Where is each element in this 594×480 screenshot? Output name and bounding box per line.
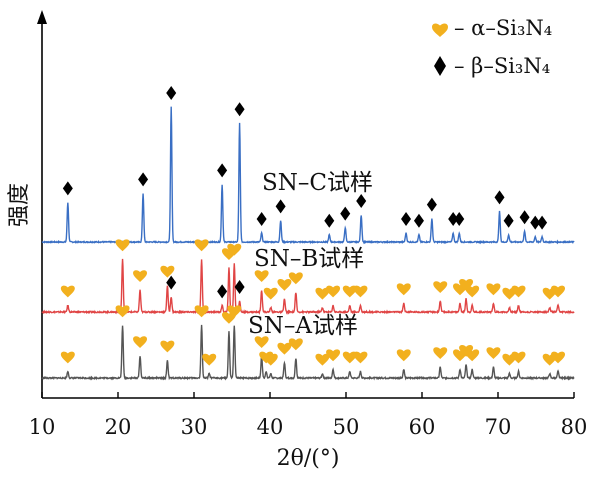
axes: 10 20 30 40 50 60 70 80 2θ/(°) 强度 xyxy=(7,10,587,471)
beta-marker-icon xyxy=(340,206,351,221)
alpha-marker-icon xyxy=(115,305,130,318)
alpha-marker-icon xyxy=(396,349,411,362)
beta-marker-icon xyxy=(217,163,228,178)
alpha-marker-icon xyxy=(254,336,269,348)
alpha-marker-icon xyxy=(326,349,341,362)
beta-marker-icon xyxy=(234,102,245,117)
alpha-marker-icon xyxy=(254,270,269,282)
alpha-marker-icon xyxy=(353,285,368,298)
x-tick-label: 10 xyxy=(29,415,56,439)
series-layer xyxy=(41,106,575,381)
x-tick-label: 80 xyxy=(561,415,588,439)
alpha-marker-icon xyxy=(486,347,501,359)
alpha-marker-icon xyxy=(465,349,480,362)
alpha-marker-icon xyxy=(433,281,448,293)
alpha-marker-icon xyxy=(396,283,411,296)
xrd-line-sn-c xyxy=(41,106,575,245)
x-tick-label: 50 xyxy=(333,415,360,439)
alpha-marker-icon xyxy=(160,265,175,278)
beta-marker-icon xyxy=(448,212,459,226)
xrd-line-sn-a xyxy=(41,324,575,381)
x-tick-label: 40 xyxy=(257,415,284,439)
alpha-marker-icon xyxy=(342,351,357,364)
beta-marker-icon xyxy=(426,197,437,212)
alpha-marker-icon xyxy=(115,239,130,252)
beta-marker-icon xyxy=(519,210,530,225)
beta-marker-icon xyxy=(503,213,514,228)
alpha-marker-icon xyxy=(227,243,242,256)
alpha-marker-icon xyxy=(551,351,566,364)
alpha-marker-icon xyxy=(263,353,278,366)
alpha-marker-icon xyxy=(315,287,330,300)
beta-marker-icon xyxy=(401,212,412,226)
alpha-marker-icon xyxy=(551,285,566,298)
beta-marker-icon xyxy=(256,212,267,226)
beta-marker-icon xyxy=(166,275,177,290)
alpha-marker-icon xyxy=(263,287,278,300)
heart-icon xyxy=(432,23,448,37)
series-label-sn-c: SN–C试样 xyxy=(262,170,373,196)
beta-marker-icon xyxy=(494,190,505,205)
alpha-marker-icon xyxy=(288,272,303,285)
beta-marker-icon xyxy=(413,213,424,228)
beta-marker-icon xyxy=(454,212,465,226)
beta-marker-icon xyxy=(530,215,541,230)
alpha-marker-icon xyxy=(326,285,341,298)
beta-marker-icon xyxy=(234,280,245,294)
alpha-marker-icon xyxy=(277,278,292,291)
alpha-marker-icon xyxy=(315,353,330,366)
beta-marker-icon xyxy=(356,194,367,208)
alpha-marker-icon xyxy=(60,351,75,364)
x-axis-title: 2θ/(°) xyxy=(277,446,340,471)
legend-item-alpha: – α–Si₃N₄ xyxy=(432,16,552,40)
sample-labels: SN–C试样 SN–B试样 SN–A试样 xyxy=(248,170,373,339)
x-tick-label: 30 xyxy=(181,415,208,439)
beta-marker-icon xyxy=(275,199,286,214)
x-tick-label: 20 xyxy=(105,415,132,439)
alpha-marker-icon xyxy=(133,336,148,348)
alpha-marker-icon xyxy=(60,285,75,298)
alpha-marker-icon xyxy=(465,285,480,298)
alpha-marker-icon xyxy=(511,351,526,364)
beta-marker-icon xyxy=(537,215,548,230)
alpha-marker-icon xyxy=(277,342,292,355)
legend-item-beta: – β–Si₃N₄ xyxy=(434,54,550,78)
y-axis-title: 强度 xyxy=(7,183,32,227)
alpha-marker-icon xyxy=(353,351,368,364)
alpha-marker-icon xyxy=(288,338,303,351)
series-label-sn-a: SN–A试样 xyxy=(248,313,358,339)
diamond-icon xyxy=(434,56,446,76)
beta-marker-icon xyxy=(166,86,177,100)
beta-marker-icon xyxy=(324,213,335,228)
x-ticks: 10 20 30 40 50 60 70 80 xyxy=(29,392,588,439)
alpha-marker-icon xyxy=(194,239,209,252)
beta-marker-icon xyxy=(138,172,149,187)
x-tick-label: 70 xyxy=(485,415,512,439)
x-tick-label: 60 xyxy=(409,415,436,439)
beta-marker-icon xyxy=(62,181,73,196)
legend-label-alpha: – α–Si₃N₄ xyxy=(454,16,552,40)
alpha-marker-icon xyxy=(133,270,148,282)
alpha-marker-icon xyxy=(511,285,526,298)
alpha-marker-icon xyxy=(459,278,474,291)
beta-marker-icon xyxy=(217,284,228,299)
alpha-marker-icon xyxy=(160,340,175,353)
alpha-marker-icon xyxy=(227,305,242,318)
legend: – α–Si₃N₄ – β–Si₃N₄ xyxy=(432,16,552,78)
alpha-marker-icon xyxy=(433,347,448,359)
alpha-marker-icon xyxy=(486,283,501,296)
y-axis-arrow xyxy=(37,10,47,24)
xrd-line-sn-b xyxy=(41,258,575,315)
series-label-sn-b: SN–B试样 xyxy=(254,246,364,272)
phase-markers xyxy=(60,86,566,366)
alpha-marker-icon xyxy=(202,353,217,366)
alpha-marker-icon xyxy=(342,285,357,298)
legend-label-beta: – β–Si₃N₄ xyxy=(454,54,550,78)
alpha-marker-icon xyxy=(194,305,209,318)
